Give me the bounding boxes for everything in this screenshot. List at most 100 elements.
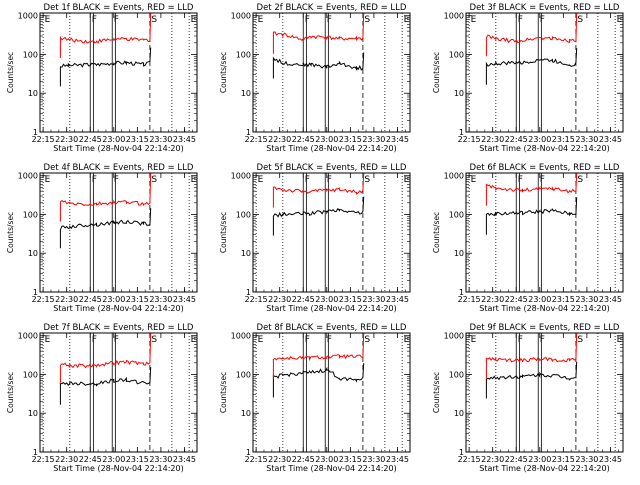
- x-tick-label: 23:15: [552, 295, 575, 304]
- x-axis-label: Start Time (28-Nov-04 22:14:20): [479, 144, 609, 153]
- y-tick-label: 10: [241, 249, 251, 258]
- y-axis-label: Counts/sec: [432, 372, 441, 413]
- x-tick-label: 23:15: [339, 135, 362, 144]
- panel-det-9: Det 9f BLACK = Events, RED = LLD 1 10 100 10…: [432, 323, 624, 473]
- x-tick-label: 23:45: [386, 455, 409, 464]
- y-tick-label: 10: [454, 89, 464, 98]
- x-tick-label: 22:30: [481, 295, 504, 304]
- y-axis-label: Counts/sec: [432, 212, 441, 253]
- y-tick-label: 10: [454, 249, 464, 258]
- x-axis-label: Start Time (28-Nov-04 22:14:20): [479, 304, 609, 313]
- x-tick-label: 23:15: [339, 455, 362, 464]
- series-line-lld: [59, 333, 152, 384]
- series-line-lld: [59, 173, 152, 222]
- y-axis-label: Counts/sec: [219, 372, 228, 413]
- panel-title: Det 8f BLACK = Events, RED = LLD: [257, 323, 407, 333]
- marker-label: E: [191, 15, 197, 25]
- marker-label: S: [364, 15, 370, 25]
- x-tick-label: 22:45: [79, 295, 102, 304]
- x-tick-label: 22:30: [268, 455, 291, 464]
- x-tick-label: 23:00: [102, 295, 125, 304]
- x-tick-label: 22:15: [32, 295, 55, 304]
- marker-label: S: [364, 335, 370, 345]
- marker-label: F: [327, 175, 332, 185]
- x-axis-label: Start Time (28-Nov-04 22:14:20): [53, 464, 183, 473]
- series-line-events: [272, 52, 365, 79]
- y-tick-label: 1000: [18, 12, 38, 21]
- marker-label: E: [617, 15, 623, 25]
- marker-label: E: [404, 15, 410, 25]
- y-tick-label: 100: [449, 370, 464, 379]
- marker-label: F: [518, 175, 523, 185]
- y-tick-label: 1: [246, 288, 251, 297]
- x-tick-label: 23:30: [362, 455, 385, 464]
- panel-det-5: Det 5f BLACK = Events, RED = LLD 1 10 100 10…: [219, 163, 411, 313]
- x-tick-label: 22:15: [245, 135, 268, 144]
- x-tick-label: 23:30: [575, 455, 598, 464]
- x-tick-label: 23:00: [102, 135, 125, 144]
- marker-label: F: [540, 175, 545, 185]
- y-tick-label: 1000: [231, 332, 251, 341]
- x-tick-label: 22:45: [505, 455, 528, 464]
- x-tick-label: 23:15: [552, 135, 575, 144]
- y-tick-label: 100: [449, 50, 464, 59]
- x-tick-label: 22:30: [481, 135, 504, 144]
- x-tick-label: 23:30: [362, 295, 385, 304]
- marker-label: F: [92, 335, 97, 345]
- y-tick-label: 1000: [444, 12, 464, 21]
- plot-frame: [465, 172, 624, 293]
- panel-det-6: Det 6f BLACK = Events, RED = LLD 1 10 100 10…: [432, 163, 624, 313]
- y-axis-label: Counts/sec: [432, 52, 441, 93]
- panel-det-4: Det 4f BLACK = Events, RED = LLD 1 10 100 10…: [6, 163, 198, 313]
- y-axis-label: Counts/sec: [6, 52, 15, 93]
- y-tick-label: 100: [23, 370, 38, 379]
- marker-label: E: [471, 15, 477, 25]
- marker-label: E: [471, 175, 477, 185]
- y-tick-label: 1: [33, 128, 38, 137]
- y-tick-label: 10: [454, 409, 464, 418]
- x-tick-label: 23:45: [599, 135, 622, 144]
- marker-label: S: [577, 175, 583, 185]
- x-tick-label: 22:45: [505, 295, 528, 304]
- y-tick-label: 1000: [231, 12, 251, 21]
- x-tick-label: 23:30: [575, 295, 598, 304]
- x-tick-label: 22:15: [245, 295, 268, 304]
- panel-title: Det 6f BLACK = Events, RED = LLD: [470, 163, 620, 173]
- panel-title: Det 5f BLACK = Events, RED = LLD: [257, 163, 407, 173]
- x-tick-label: 23:00: [102, 455, 125, 464]
- plot-frame: [252, 172, 411, 293]
- y-tick-label: 1000: [18, 332, 38, 341]
- marker-label: E: [191, 175, 197, 185]
- marker-label: S: [151, 175, 157, 185]
- y-tick-label: 1000: [231, 172, 251, 181]
- x-tick-label: 23:00: [528, 455, 551, 464]
- x-axis-label: Start Time (28-Nov-04 22:14:20): [266, 464, 396, 473]
- y-tick-label: 1000: [18, 172, 38, 181]
- x-tick-label: 22:45: [292, 135, 315, 144]
- series-line-events: [272, 196, 365, 236]
- marker-label: E: [617, 175, 623, 185]
- x-tick-label: 23:00: [528, 135, 551, 144]
- x-tick-label: 23:30: [149, 295, 172, 304]
- y-tick-label: 100: [23, 50, 38, 59]
- marker-label: F: [114, 15, 119, 25]
- x-tick-label: 23:00: [315, 135, 338, 144]
- y-tick-label: 100: [236, 50, 251, 59]
- x-tick-label: 23:00: [315, 455, 338, 464]
- x-tick-label: 23:45: [386, 135, 409, 144]
- marker-label: F: [518, 335, 523, 345]
- marker-label: F: [305, 335, 310, 345]
- x-tick-label: 23:45: [386, 295, 409, 304]
- x-tick-label: 22:30: [268, 135, 291, 144]
- panel-det-8: Det 8f BLACK = Events, RED = LLD 1 10 100 10…: [219, 323, 411, 473]
- marker-label: S: [577, 335, 583, 345]
- marker-label: S: [364, 175, 370, 185]
- marker-label: F: [327, 335, 332, 345]
- series-line-lld: [272, 173, 365, 208]
- series-line-events: [272, 363, 365, 398]
- y-axis-label: Counts/sec: [219, 52, 228, 93]
- y-tick-label: 1: [246, 128, 251, 137]
- series-line-events: [485, 361, 578, 399]
- x-tick-label: 23:15: [552, 455, 575, 464]
